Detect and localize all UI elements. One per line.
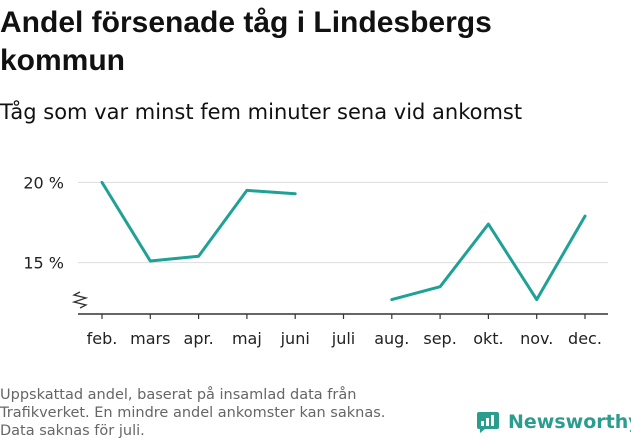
x-tick-label: apr.	[184, 329, 214, 348]
y-axis-ticks: 15 % 20 %	[23, 173, 64, 272]
y-tick-label: 20 %	[23, 173, 64, 192]
footnote-line: Data saknas för juli.	[0, 423, 145, 439]
chart-title: Andel försenade tåg i Lindesbergs kommun	[0, 6, 492, 77]
x-tick-label: maj	[232, 329, 262, 348]
axis-break-icon	[71, 291, 89, 309]
x-tick-label: mars	[130, 329, 170, 348]
series-line	[100, 180, 587, 302]
newsworthy-logo-icon	[477, 412, 499, 433]
footnote: Uppskattad andel, baserat på insamlad da…	[0, 386, 440, 440]
series-line-segment	[100, 180, 297, 263]
footnote-line: Trafikverket. En mindre andel ankomster …	[0, 405, 386, 421]
gridlines	[78, 181, 608, 264]
y-tick-label: 15 %	[23, 254, 64, 273]
x-axis-ticks: feb. mars apr. maj juni juli aug. sep. okt. nov. d…	[87, 314, 602, 348]
x-tick-label: dec.	[568, 329, 602, 348]
chart-subtitle: Tåg som var minst fem minuter sena vid a…	[0, 100, 523, 124]
brand-logo: Newsworthy	[476, 407, 631, 437]
series-line-segment	[390, 214, 587, 302]
x-tick-label: aug.	[374, 329, 409, 348]
x-axis	[71, 291, 608, 315]
x-tick-label: juli	[331, 329, 355, 348]
x-tick-label: nov.	[520, 329, 553, 348]
brand-name: Newsworthy	[508, 411, 631, 433]
x-tick-label: sep.	[423, 329, 456, 348]
x-tick-label: okt.	[473, 329, 503, 348]
x-tick-label: juni	[280, 329, 310, 348]
line-chart: 15 % 20 % feb. mars apr. maj juni juli aug. sep.…	[23, 173, 608, 348]
x-tick-label: feb.	[87, 329, 118, 348]
footnote-line: Uppskattad andel, baserat på insamlad da…	[0, 387, 357, 403]
